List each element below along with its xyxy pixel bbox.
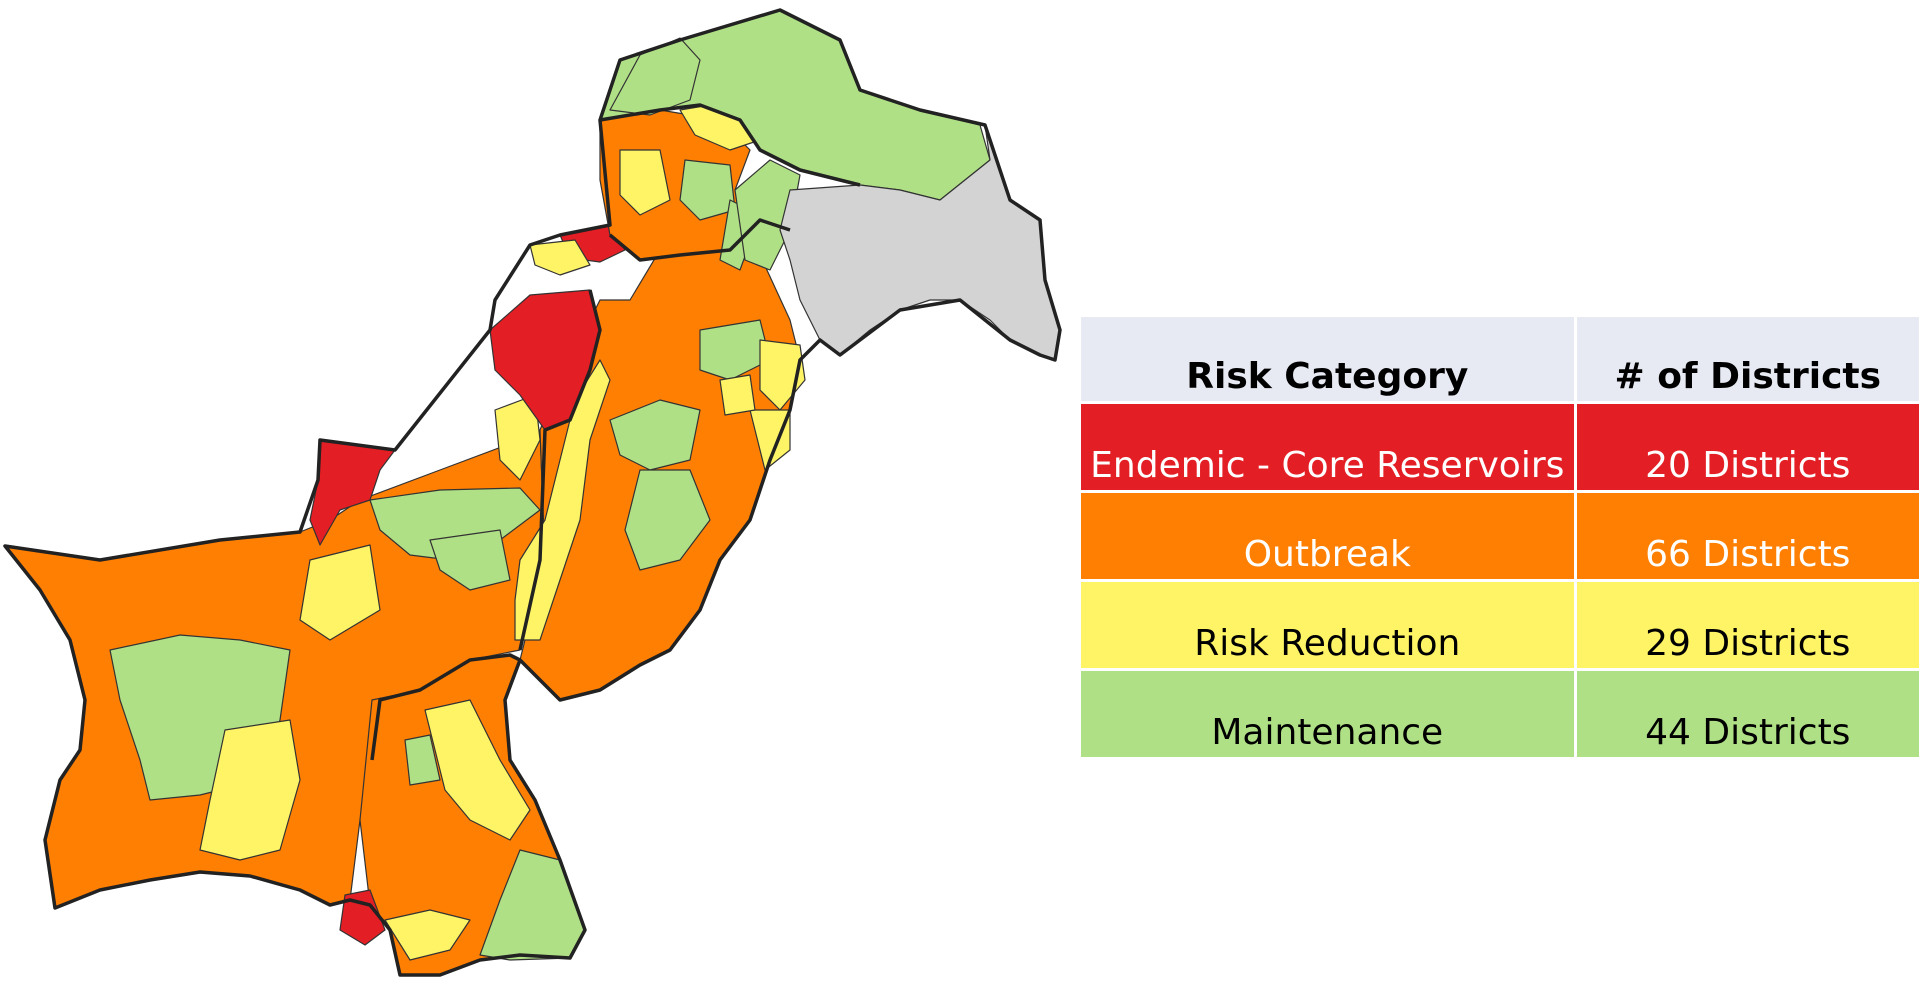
border-sindh bbox=[370, 653, 521, 761]
legend-category: Endemic - Core Reservoirs bbox=[1078, 401, 1577, 493]
region-rr-punjab-2 bbox=[749, 409, 791, 471]
legend-category: Maintenance bbox=[1078, 668, 1577, 760]
region-maint-punjab-3 bbox=[699, 319, 771, 381]
region-rr-bal-1 bbox=[299, 544, 381, 641]
header-num-districts: # of Districts bbox=[1573, 314, 1923, 404]
region-maint-kpk-1 bbox=[679, 159, 736, 221]
region-maint-sindh-mid bbox=[404, 734, 441, 786]
legend-row-outbreak: Outbreak 66 Districts bbox=[1078, 490, 1923, 582]
border-punjab-north bbox=[608, 218, 791, 262]
legend-category: Risk Reduction bbox=[1078, 579, 1577, 671]
legend-row-maintenance: Maintenance 44 Districts bbox=[1078, 668, 1923, 760]
legend-row-endemic: Endemic - Core Reservoirs 20 Districts bbox=[1078, 401, 1923, 493]
legend-row-risk-reduction: Risk Reduction 29 Districts bbox=[1078, 579, 1923, 671]
region-rr-sindh-1 bbox=[424, 699, 531, 841]
region-endemic-karachi bbox=[339, 889, 386, 946]
region-maint-punjab-2 bbox=[624, 469, 711, 571]
border-gb bbox=[599, 103, 861, 187]
risk-legend-table: Risk Category # of Districts Endemic - C… bbox=[1078, 314, 1923, 760]
risk-map bbox=[3, 8, 1062, 977]
region-rr-kpk-1 bbox=[529, 239, 591, 276]
region-maint-punjab-1 bbox=[609, 399, 701, 471]
region-endemic-quetta bbox=[309, 439, 396, 546]
legend-category: Outbreak bbox=[1078, 490, 1577, 582]
legend-districts: 29 Districts bbox=[1573, 579, 1923, 671]
legend-districts: 44 Districts bbox=[1573, 668, 1923, 760]
region-rr-kpk-3 bbox=[619, 149, 671, 216]
legend-districts: 20 Districts bbox=[1573, 401, 1923, 493]
header-risk-category: Risk Category bbox=[1078, 314, 1577, 404]
legend-header-row: Risk Category # of Districts bbox=[1078, 314, 1923, 404]
region-maint-bal-mid bbox=[429, 529, 511, 591]
border-country bbox=[3, 8, 1062, 977]
border-kpk-punjab bbox=[518, 289, 602, 651]
region-rr-sindh-2 bbox=[384, 909, 471, 961]
region-rr-punjab-3 bbox=[719, 374, 756, 416]
region-rr-bal-2 bbox=[199, 719, 301, 861]
legend-districts: 66 Districts bbox=[1573, 490, 1923, 582]
